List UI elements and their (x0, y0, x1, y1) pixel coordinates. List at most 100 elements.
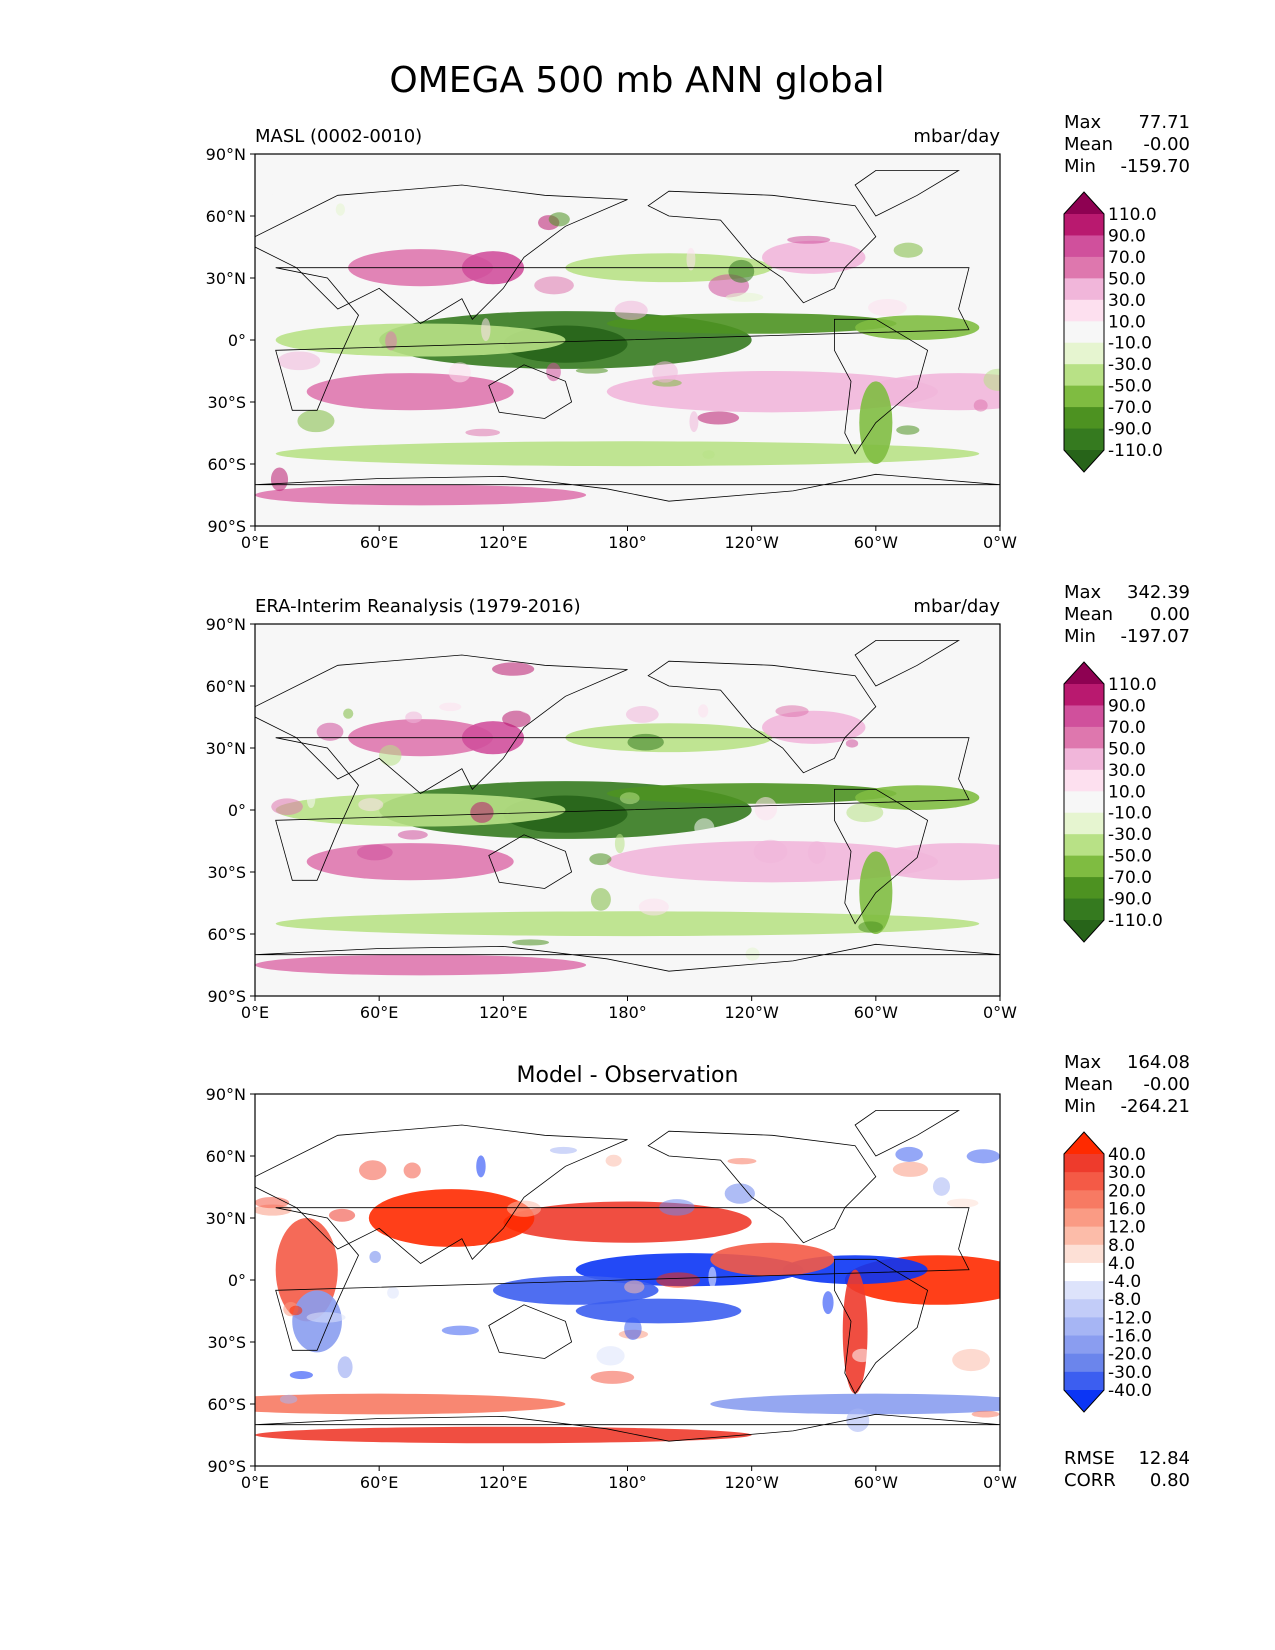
colorbar-swatch (1064, 278, 1104, 301)
panel-units: mbar/day (913, 126, 1000, 147)
colorbar-tick-label: -110.0 (1108, 441, 1163, 461)
colorbar-tick-label: 40.0 (1108, 1145, 1146, 1165)
lat-tick-label: 30°S (207, 393, 246, 412)
colorbar-tick-label: -10.0 (1108, 334, 1152, 354)
stat-label: Mean (1064, 1074, 1113, 1095)
lat-tick-label: 60°S (207, 1395, 246, 1414)
colorbar-outline (1063, 191, 1105, 473)
colorbar-tick-label: -20.0 (1108, 1345, 1152, 1365)
colorbar-tick-label: 90.0 (1108, 226, 1146, 246)
colorbar-tick-label: -10.0 (1108, 804, 1152, 824)
lat-tick-label: 0° (228, 801, 246, 820)
colorbar-swatch (1064, 855, 1104, 878)
lon-tick-label: 0°E (241, 1003, 269, 1022)
colorbar-tick-label: -16.0 (1108, 1327, 1152, 1347)
lon-tick-label: 120°E (479, 1003, 528, 1022)
stat-label: Max (1064, 582, 1102, 603)
lon-tick-label: 120°W (724, 1003, 779, 1022)
colorbar-tick-label: 70.0 (1108, 248, 1146, 268)
colorbar-swatch (1064, 748, 1104, 771)
colorbar-swatch (1064, 256, 1104, 279)
lat-tick-label: 90°S (207, 517, 246, 536)
lat-tick-label: 0° (228, 331, 246, 350)
lat-tick-label: 60°N (206, 1147, 246, 1166)
lat-tick-label: 30°N (206, 269, 246, 288)
colorbar-swatch (1064, 214, 1104, 236)
colorbar-swatch (1064, 898, 1104, 921)
lat-tick-label: 0° (228, 1271, 246, 1290)
lon-tick-label: 60°W (854, 1003, 898, 1022)
colorbar-tick-label: 16.0 (1108, 1199, 1146, 1219)
colorbar-tick-label: -110.0 (1108, 911, 1163, 931)
colorbar-swatch (1064, 791, 1104, 814)
colorbar-swatch (1064, 407, 1104, 430)
lon-tick-label: 0°W (983, 533, 1017, 552)
colorbar-swatch (1064, 1299, 1104, 1318)
colorbar-tick-label: -70.0 (1108, 398, 1152, 418)
stat-value: 0.80 (1150, 1470, 1190, 1491)
stat-label: RMSE (1064, 1448, 1115, 1469)
colorbar-extend-bottom (1064, 920, 1104, 942)
lat-tick-label: 90°S (207, 1457, 246, 1476)
lon-tick-label: 60°E (360, 1003, 398, 1022)
lat-tick-label: 90°S (207, 987, 246, 1006)
lon-tick-label: 120°W (724, 533, 779, 552)
colorbar-swatch (1064, 1353, 1104, 1373)
stat-label: Min (1064, 1096, 1096, 1117)
panel-title-center: Model - Observation (517, 1063, 739, 1088)
colorbar-tick-label: -30.0 (1108, 825, 1152, 845)
colorbar-swatch (1064, 1244, 1104, 1264)
panel-title-left: ERA-Interim Reanalysis (1979-2016) (255, 596, 581, 617)
lon-tick-label: 120°E (479, 533, 528, 552)
lat-tick-label: 90°N (206, 145, 246, 164)
colorbar-tick-label: 8.0 (1108, 1236, 1135, 1256)
lon-tick-label: 0°E (241, 1473, 269, 1492)
lon-tick-label: 60°E (360, 1473, 398, 1492)
colorbar-swatch (1064, 1226, 1104, 1246)
colorbar-extend-top (1064, 192, 1104, 214)
stat-label: Mean (1064, 134, 1113, 155)
stat-value: 0.00 (1150, 604, 1190, 625)
colorbar-swatch (1064, 299, 1104, 322)
stat-value: 164.08 (1127, 1052, 1190, 1073)
panels: MASL (0002-0010) mbar/day 90°N 60°N 30°N 0° 30… (206, 112, 1190, 1492)
stat-value: -0.00 (1143, 1074, 1190, 1095)
colorbar-tick-label: 90.0 (1108, 696, 1146, 716)
colorbar-outline (1063, 661, 1105, 943)
lon-tick-label: 180° (608, 1003, 647, 1022)
colorbar-extend-bottom (1064, 450, 1104, 472)
stat-value: -264.21 (1121, 1096, 1190, 1117)
lon-tick-label: 0°E (241, 533, 269, 552)
colorbar-swatch (1064, 428, 1104, 451)
colorbar-outline (1063, 1131, 1105, 1413)
colorbar-tick-label: -8.0 (1108, 1290, 1141, 1310)
stat-value: 77.71 (1138, 112, 1190, 133)
stat-label: Mean (1064, 604, 1113, 625)
colorbar-swatch (1064, 1208, 1104, 1228)
colorbar-tick-label: 70.0 (1108, 718, 1146, 738)
coastlines (255, 170, 1000, 502)
field-contours (255, 640, 1000, 976)
lat-tick-label: 60°N (206, 677, 246, 696)
coastlines (255, 1110, 1000, 1442)
panel-observation: ERA-Interim Reanalysis (1979-2016) mbar/d… (206, 582, 1190, 1022)
stat-value: -0.00 (1143, 134, 1190, 155)
colorbar-swatch (1064, 1317, 1104, 1337)
stat-label: Min (1064, 626, 1096, 647)
lon-tick-label: 60°W (854, 533, 898, 552)
colorbar-tick-label: -30.0 (1108, 1363, 1152, 1383)
lat-tick-label: 30°N (206, 739, 246, 758)
colorbar-tick-label: -4.0 (1108, 1272, 1141, 1292)
colorbar-swatch (1064, 1371, 1104, 1391)
colorbar-tick-label: 20.0 (1108, 1181, 1146, 1201)
colorbar-swatch (1064, 235, 1104, 258)
colorbar-tick-label: -70.0 (1108, 868, 1152, 888)
lon-tick-label: 60°E (360, 533, 398, 552)
lat-tick-label: 60°S (207, 455, 246, 474)
stat-value: -197.07 (1121, 626, 1190, 647)
coastlines (255, 640, 1000, 972)
stat-label: CORR (1064, 1470, 1116, 1491)
colorbar-tick-label: -12.0 (1108, 1308, 1152, 1328)
colorbar-swatch (1064, 726, 1104, 749)
